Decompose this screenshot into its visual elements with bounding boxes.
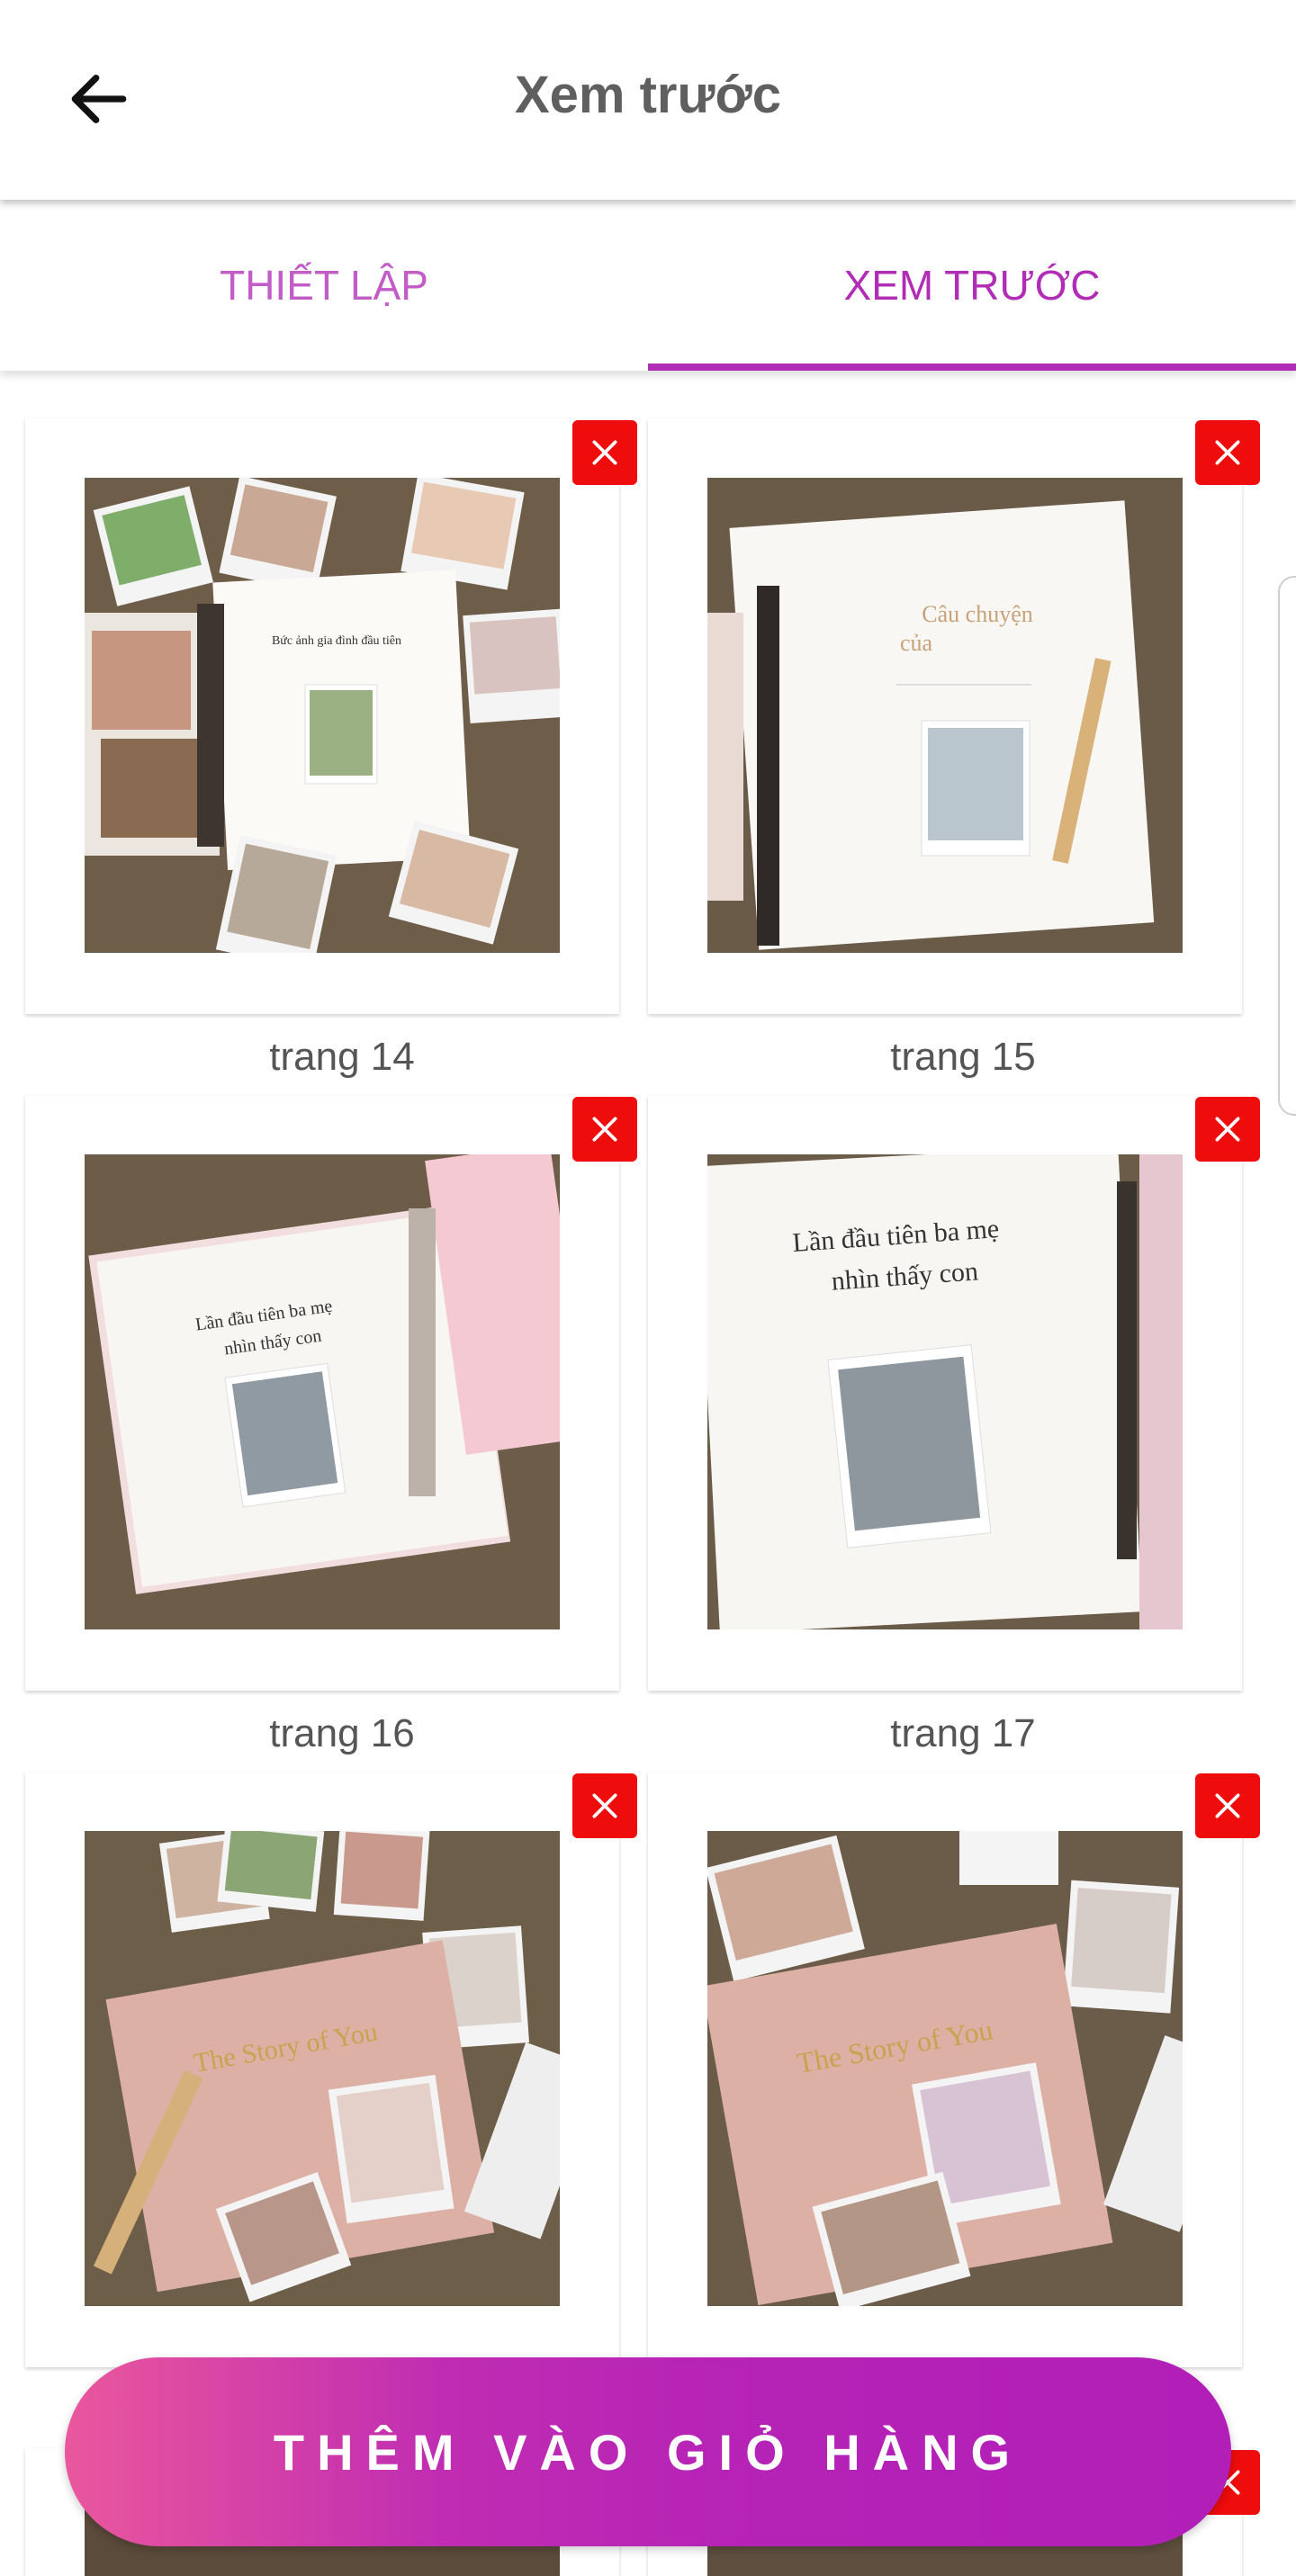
active-tab-indicator bbox=[648, 364, 1296, 371]
svg-text:Bức ảnh gia đình đầu tiên: Bức ảnh gia đình đầu tiên bbox=[272, 634, 401, 648]
page-label: trang 14 bbox=[269, 1035, 415, 1079]
svg-text:Câu chuyện: Câu chuyện bbox=[922, 601, 1032, 627]
svg-text:của: của bbox=[900, 630, 933, 656]
page-card: Câu chuyện của bbox=[648, 418, 1242, 1014]
album-photo-image: Câu chuyện của bbox=[707, 478, 1183, 953]
delete-page-button[interactable] bbox=[1195, 420, 1260, 485]
close-icon bbox=[1215, 1793, 1240, 1818]
album-photo-image: Lần đầu tiên ba mẹ nhìn thấy con bbox=[707, 1154, 1183, 1629]
album-photo-image: The Story of You bbox=[707, 1831, 1183, 2306]
page-thumbnail[interactable]: The Story of You bbox=[707, 1831, 1183, 2306]
page-card: Bức ảnh gia đình đầu tiên bbox=[25, 418, 619, 1014]
page-thumbnail[interactable]: The Story of You bbox=[85, 1831, 560, 2306]
delete-page-button[interactable] bbox=[1195, 1097, 1260, 1162]
page-card: The Story of You bbox=[25, 1772, 619, 2367]
close-icon bbox=[592, 1117, 617, 1142]
add-to-cart-button[interactable]: THÊM VÀO GIỎ HÀNG bbox=[65, 2357, 1231, 2546]
delete-page-button[interactable] bbox=[1195, 1773, 1260, 1838]
close-icon bbox=[592, 440, 617, 465]
album-photo-image: Bức ảnh gia đình đầu tiên bbox=[85, 478, 560, 953]
delete-page-button[interactable] bbox=[572, 420, 637, 485]
page-card: Lần đầu tiên ba mẹ nhìn thấy con bbox=[25, 1095, 619, 1691]
add-to-cart-label: THÊM VÀO GIỎ HÀNG bbox=[273, 2423, 1023, 2481]
back-button[interactable] bbox=[54, 54, 144, 144]
page-thumbnail[interactable]: Câu chuyện của bbox=[707, 478, 1183, 953]
page-label: trang 17 bbox=[890, 1711, 1036, 1755]
page-preview-grid: Bức ảnh gia đình đầu tiên trang 14 Câu c… bbox=[0, 371, 1296, 2576]
tab-preview-label: XEM TRƯỚC bbox=[843, 262, 1101, 309]
page-thumbnail[interactable]: Lần đầu tiên ba mẹ nhìn thấy con bbox=[707, 1154, 1183, 1629]
album-photo-image: The Story of You bbox=[85, 1831, 560, 2306]
page-label: trang 16 bbox=[269, 1711, 415, 1755]
delete-page-button[interactable] bbox=[572, 1097, 637, 1162]
page-thumbnail[interactable]: Lần đầu tiên ba mẹ nhìn thấy con bbox=[85, 1154, 560, 1629]
arrow-left-icon bbox=[71, 75, 127, 123]
page-card: The Story of You bbox=[648, 1772, 1242, 2367]
app-header: Xem trước bbox=[0, 0, 1296, 200]
page-title: Xem trước bbox=[514, 66, 781, 124]
page-thumbnail[interactable]: Bức ảnh gia đình đầu tiên bbox=[85, 478, 560, 953]
delete-page-button[interactable] bbox=[572, 1773, 637, 1838]
album-photo-image: Lần đầu tiên ba mẹ nhìn thấy con bbox=[85, 1154, 560, 1629]
close-icon bbox=[1215, 440, 1240, 465]
tab-preview[interactable]: XEM TRƯỚC bbox=[648, 200, 1296, 371]
close-icon bbox=[1215, 1117, 1240, 1142]
scrollbar-handle[interactable] bbox=[1278, 576, 1296, 1116]
tab-setup[interactable]: THIẾT LẬP bbox=[220, 262, 428, 309]
page-card: Lần đầu tiên ba mẹ nhìn thấy con bbox=[648, 1095, 1242, 1691]
tab-bar: THIẾT LẬP XEM TRƯỚC bbox=[0, 200, 1296, 371]
page-label: trang 15 bbox=[890, 1035, 1036, 1079]
close-icon bbox=[592, 1793, 617, 1818]
